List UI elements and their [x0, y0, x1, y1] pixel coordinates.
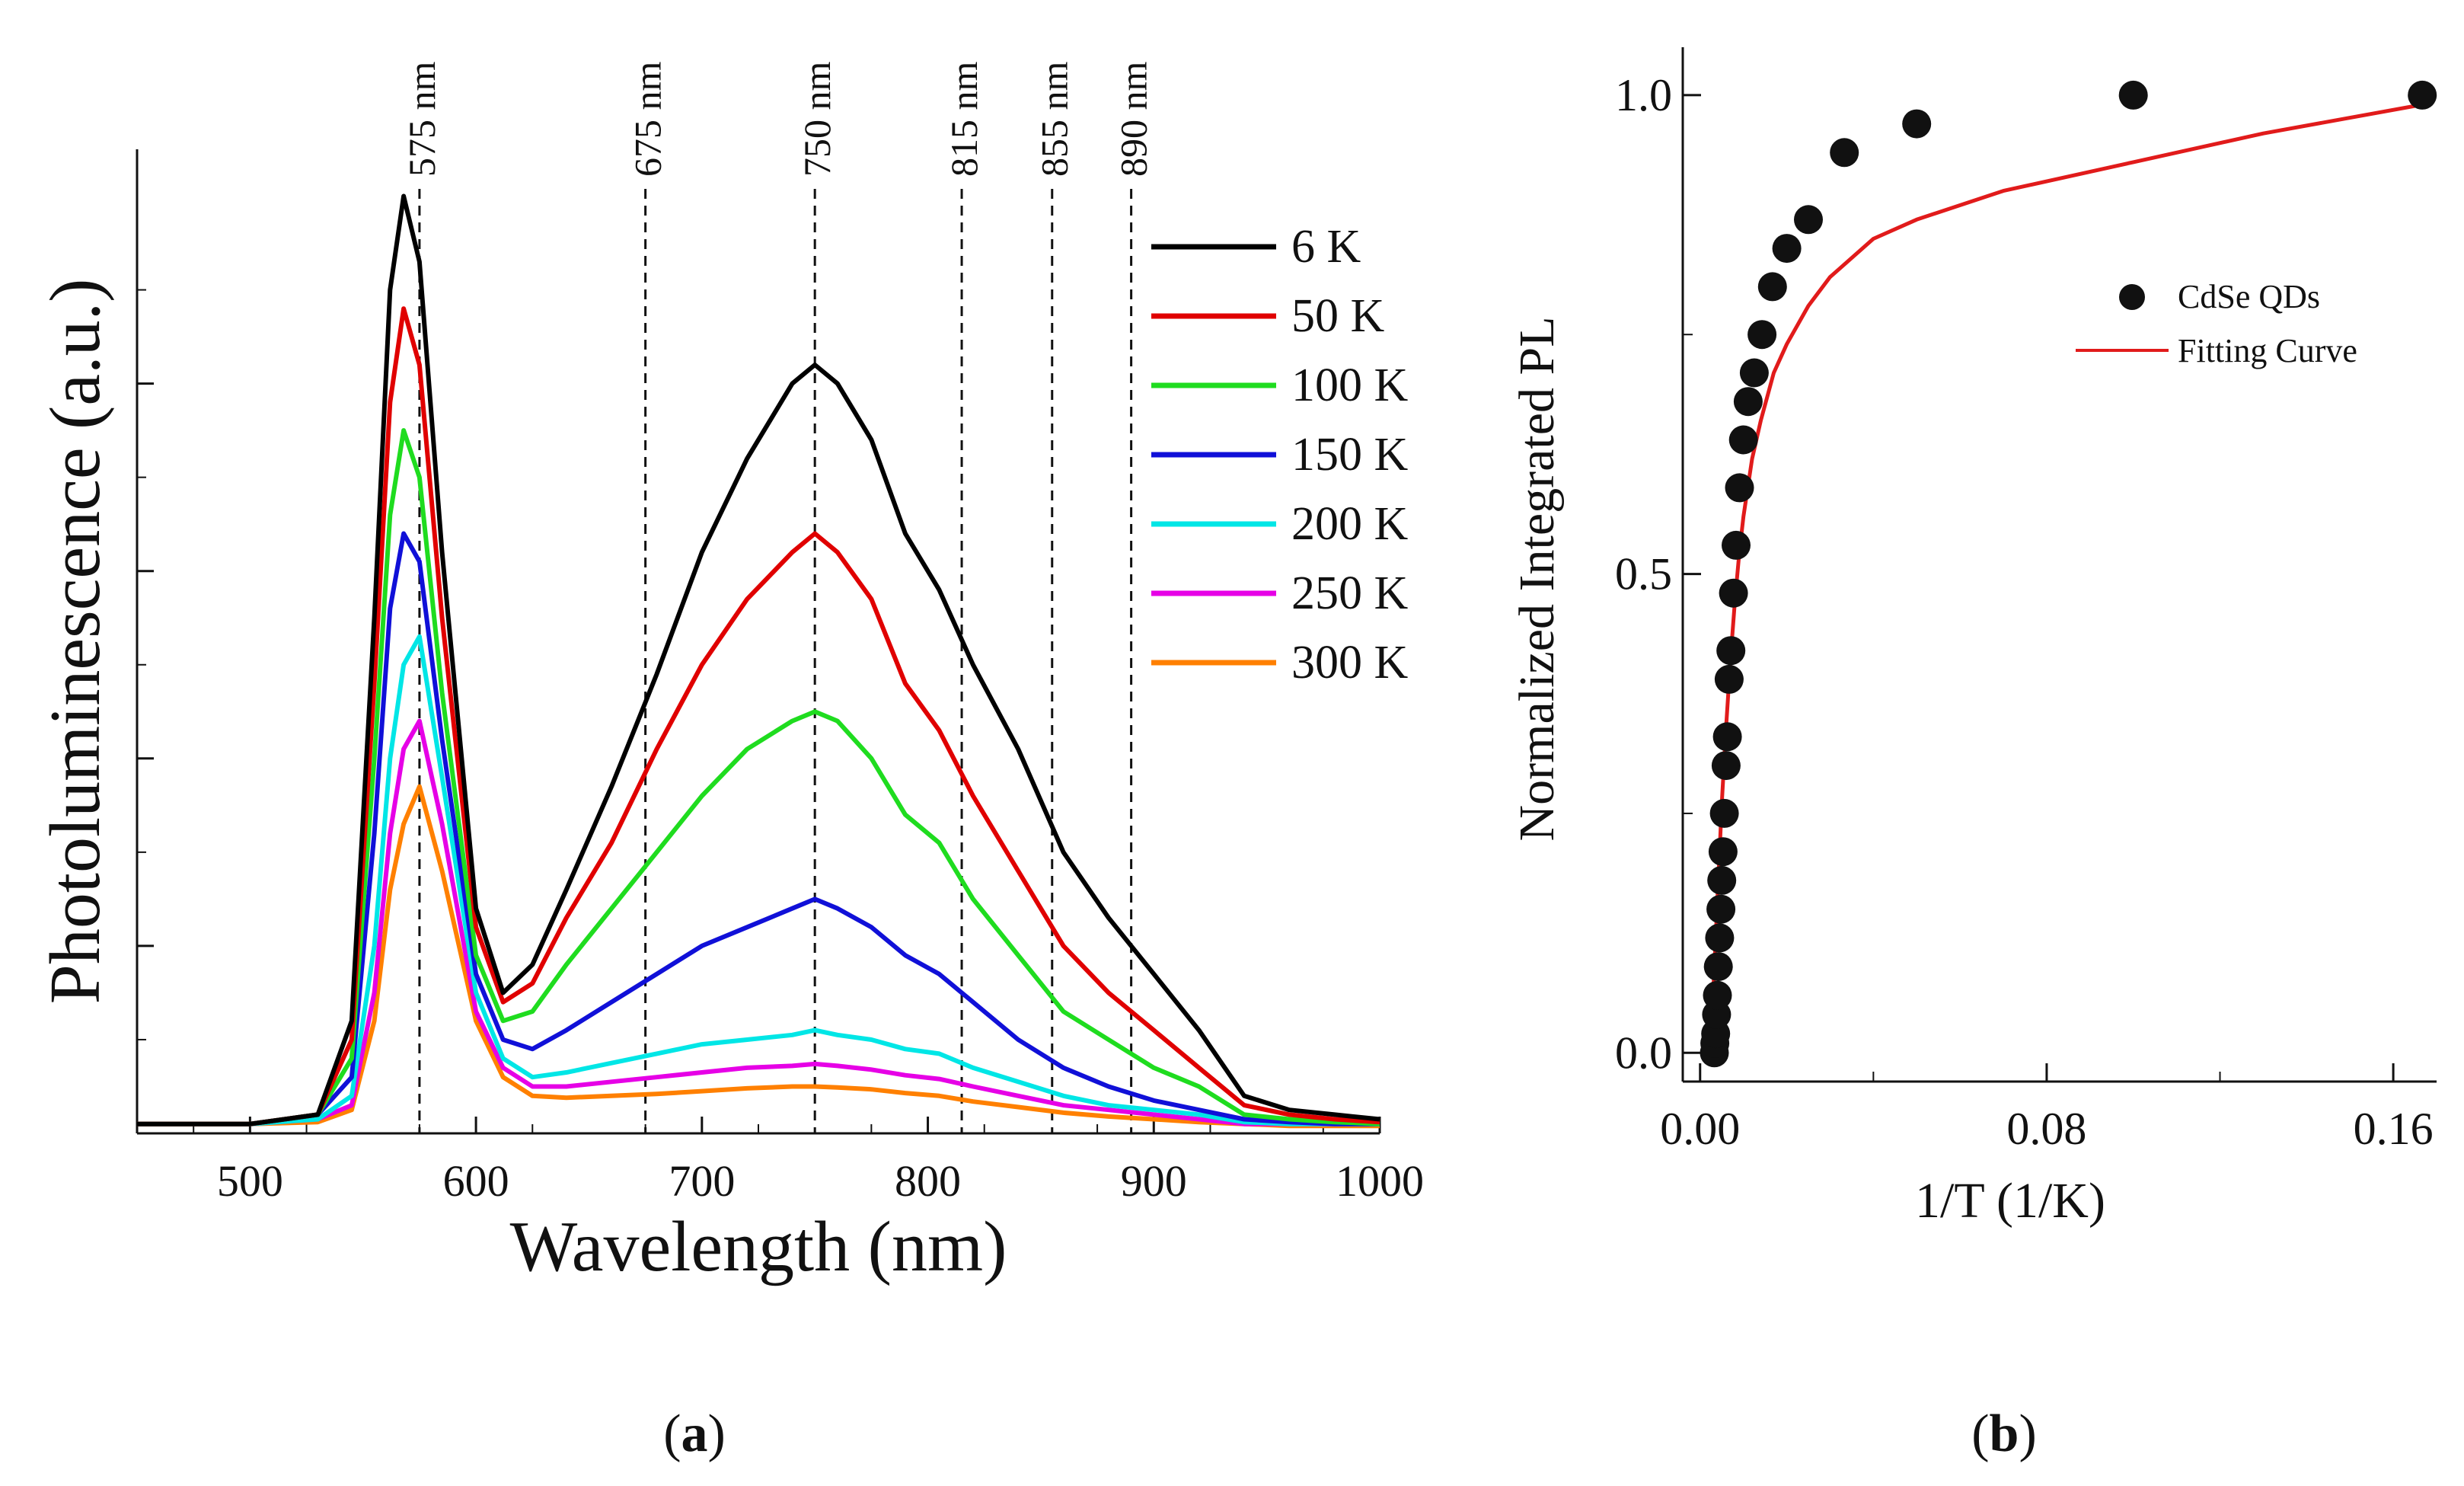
series-line-6-K — [137, 193, 1380, 1126]
legend-label-200-K: 200 K — [1291, 498, 1409, 550]
panel-a-caption-open: ( — [663, 1405, 681, 1463]
data-point-14 — [1716, 636, 1746, 666]
fitting-curve-line — [1711, 102, 2423, 995]
x-tick-label-700: 700 — [669, 1156, 735, 1206]
panel-b-x-label: 1/T (1/K) — [1915, 1173, 2105, 1229]
data-point-7 — [1706, 894, 1736, 924]
data-point-15 — [1719, 578, 1748, 608]
legend-swatch-markers — [2119, 284, 2145, 310]
panel-a-series — [137, 193, 1380, 1129]
x-tick-label-900: 900 — [1121, 1156, 1187, 1206]
series-line-300-K — [137, 784, 1380, 1129]
data-point-12 — [1712, 722, 1742, 752]
legend-label-150-K: 150 K — [1291, 429, 1409, 481]
panel-a-reference-lines: 575 nm 675 nm 750 nm 815 nm 855 nm 890 nm — [401, 62, 1155, 1133]
panel-b-y-label: Normalized Integrated PL — [1509, 316, 1565, 841]
data-point-10 — [1709, 798, 1739, 828]
data-point-11 — [1711, 751, 1741, 781]
legend-label-100-K: 100 K — [1291, 360, 1409, 411]
data-point-4 — [1703, 980, 1732, 1010]
series-line-150-K — [137, 531, 1380, 1126]
x-tick-label-0: 0.00 — [1660, 1104, 1740, 1154]
panel-b-caption-letter: b — [1990, 1405, 2019, 1463]
panel-a-y-label: Photoluminescence (a.u.) — [36, 279, 115, 1005]
data-point-9 — [1708, 837, 1738, 867]
data-point-28 — [2408, 80, 2437, 110]
data-point-23 — [1772, 234, 1802, 264]
panel-a-caption-close: ) — [708, 1405, 726, 1463]
data-point-5 — [1703, 952, 1733, 982]
data-point-19 — [1733, 387, 1763, 417]
legend-label-markers: CdSe QDs — [2178, 278, 2320, 315]
x-tick-label-800: 800 — [895, 1156, 961, 1206]
ref-label-815: 815 nm — [943, 62, 985, 177]
y-tick-label-0.5: 0.5 — [1615, 549, 1672, 599]
data-point-27 — [2118, 80, 2148, 110]
y-tick-label-1: 1.0 — [1615, 70, 1672, 120]
legend-label-250-K: 250 K — [1291, 567, 1409, 619]
ref-label-750: 750 nm — [796, 62, 838, 177]
panel-b-ticks: 0.00 0.08 0.16 0.0 0.5 1.0 — [1615, 70, 2434, 1154]
legend-label-line: Fitting Curve — [2178, 332, 2357, 369]
panel-a-x-label: Wavelength (nm) — [510, 1207, 1007, 1286]
panel-b: 0.00 0.08 0.16 0.0 0.5 1.0 CdSe QDs Fitting Cu… — [1509, 47, 2437, 1463]
data-point-17 — [1725, 473, 1754, 503]
series-line-200-K — [137, 634, 1380, 1126]
panel-b-caption: (b) — [1971, 1405, 2037, 1463]
ref-label-675: 675 nm — [627, 62, 669, 177]
series-line-50-K — [137, 306, 1380, 1126]
panel-a-caption-letter: a — [681, 1405, 708, 1463]
panel-b-legend: CdSe QDs Fitting Curve — [2076, 278, 2357, 369]
x-tick-label-0.16: 0.16 — [2354, 1104, 2434, 1154]
legend-label-50-K: 50 K — [1291, 290, 1385, 342]
ref-label-855: 855 nm — [1033, 62, 1076, 177]
legend-label-6-K: 6 K — [1291, 221, 1361, 273]
data-point-18 — [1728, 425, 1758, 455]
data-point-26 — [1902, 109, 1932, 139]
series-line-250-K — [137, 718, 1380, 1126]
data-point-24 — [1794, 205, 1823, 235]
x-tick-label-500: 500 — [217, 1156, 283, 1206]
panel-b-caption-open: ( — [1971, 1405, 1989, 1463]
panel-a-legend: 6 K 50 K 100 K 150 K 200 K 250 K 300 K — [1151, 221, 1409, 689]
data-point-16 — [1722, 530, 1751, 560]
x-tick-label-600: 600 — [443, 1156, 509, 1206]
panel-b-series — [1700, 80, 2437, 1068]
legend-label-300-K: 300 K — [1291, 637, 1409, 689]
data-point-8 — [1707, 865, 1737, 895]
panel-a: 575 nm 675 nm 750 nm 815 nm 855 nm 890 nm 500… — [36, 62, 1424, 1464]
panel-a-caption: (a) — [663, 1405, 726, 1463]
ref-label-575: 575 nm — [401, 62, 443, 177]
panel-b-caption-close: ) — [2019, 1405, 2036, 1463]
data-point-22 — [1757, 272, 1787, 302]
data-point-21 — [1747, 320, 1777, 350]
data-point-13 — [1714, 664, 1744, 694]
x-tick-label-1000: 1000 — [1336, 1156, 1424, 1206]
ref-label-890: 890 nm — [1112, 62, 1155, 177]
x-tick-label-0.08: 0.08 — [2006, 1104, 2086, 1154]
data-point-6 — [1705, 923, 1735, 953]
y-tick-label-0: 0.0 — [1615, 1027, 1672, 1078]
data-point-25 — [1830, 138, 1859, 168]
data-point-20 — [1739, 358, 1769, 388]
series-line-100-K — [137, 428, 1380, 1126]
